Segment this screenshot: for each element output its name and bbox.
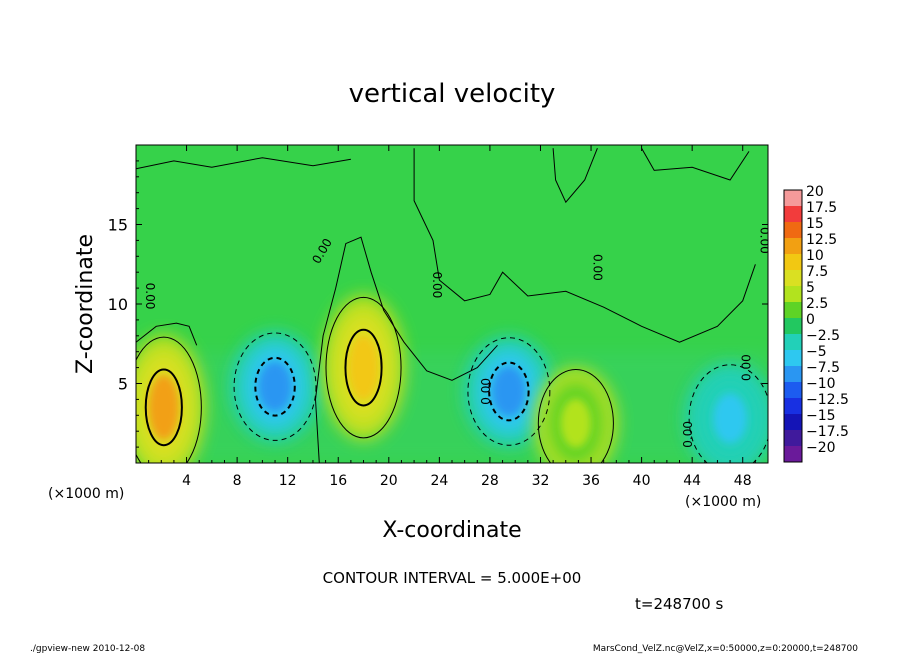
- colorbar-swatch: [784, 366, 802, 383]
- contour-line-strong: [344, 328, 383, 407]
- colorbar-swatch: [784, 238, 802, 255]
- y-tick-label: 10: [108, 295, 128, 314]
- contour-line: [537, 369, 614, 463]
- colorbar-label: −17.5: [806, 424, 849, 440]
- colorbar-swatch: [784, 190, 802, 207]
- colorbar-swatch: [784, 206, 802, 223]
- colorbar-label: −5: [806, 344, 827, 360]
- x-tick-label: 40: [633, 473, 651, 489]
- colorbar-label: −2.5: [806, 328, 840, 344]
- colorbar-label: 15: [806, 216, 824, 232]
- x-tick-label: 48: [734, 473, 752, 489]
- low-level-tint: [136, 351, 768, 463]
- colorbar-label: 7.5: [806, 264, 828, 280]
- contour-value-label: 0.00: [143, 283, 157, 310]
- colorbar-label: 17.5: [806, 200, 837, 216]
- y-tick-label: 15: [108, 216, 128, 235]
- y-axis: 5 10 15: [108, 160, 768, 448]
- time-label: t=248700 s: [635, 595, 723, 613]
- colorbar: 2017.51512.5107.552.50−2.5−5−7.5−10−12.5…: [783, 184, 849, 463]
- x-tick-label: 24: [430, 473, 448, 489]
- x-tick-label: 16: [329, 473, 347, 489]
- colorbar-label: 20: [806, 184, 824, 200]
- zero-contour: [314, 236, 498, 463]
- feature-core: [713, 393, 747, 444]
- x-axis: 4 8 12 16 20 24 28 32 36 40 44 48: [148, 145, 756, 489]
- contour-value-label: 0.00: [739, 354, 753, 381]
- colorbar-swatch: [784, 350, 802, 367]
- zero-contour: [136, 157, 351, 170]
- colorbar-swatch: [784, 446, 802, 463]
- colorbar-label: 2.5: [806, 296, 828, 312]
- x-tick-label: 8: [233, 473, 242, 489]
- colorbar-swatch: [784, 254, 802, 271]
- contour-line: [136, 336, 202, 463]
- colorbar-swatch: [784, 334, 802, 351]
- contour-value-label: 0.00: [479, 378, 493, 405]
- colorbar-label: −20: [806, 440, 836, 456]
- colorbar-swatch: [784, 414, 802, 431]
- feature-core: [258, 361, 292, 412]
- feature-core: [492, 366, 526, 417]
- zero-contour: [641, 147, 750, 181]
- x-tick-label: 32: [532, 473, 550, 489]
- contour-line-strong: [144, 368, 183, 447]
- colorbar-label: −15: [806, 408, 836, 424]
- x-axis-label: X-coordinate: [382, 518, 521, 543]
- zero-contour: [552, 148, 598, 204]
- colorbar-swatch: [784, 222, 802, 239]
- colorbar-swatch: [784, 318, 802, 335]
- field-blobs: [136, 294, 768, 463]
- contour-line: [467, 337, 551, 446]
- feature-core: [148, 374, 180, 440]
- x-tick-label: 36: [582, 473, 600, 489]
- zero-contour: [413, 148, 756, 343]
- colorbar-swatch: [784, 270, 802, 287]
- y-tick-label: 5: [118, 375, 128, 394]
- footer-left: ./gpview-new 2010-12-08: [30, 644, 145, 654]
- colorbar-label: 12.5: [806, 232, 837, 248]
- x-tick-label: 4: [182, 473, 191, 489]
- colorbar-swatch: [784, 286, 802, 303]
- contour-lines: [136, 147, 768, 463]
- contour-line-strong: [488, 361, 530, 422]
- zero-contour: [136, 322, 198, 346]
- colorbar-label: 0: [806, 312, 815, 328]
- x-tick-label: 28: [481, 473, 499, 489]
- y-axis-label: Z-coordinate: [73, 234, 98, 374]
- footer-right: MarsCond_VelZ.nc@VelZ,x=0:50000,z=0:2000…: [593, 644, 858, 654]
- colorbar-swatch: [784, 398, 802, 415]
- y-axis-unit: (×1000 m): [685, 494, 761, 510]
- contour-line: [325, 296, 402, 439]
- colorbar-swatch: [784, 430, 802, 447]
- colorbar-label: 5: [806, 280, 815, 296]
- colorbar-label: −12.5: [806, 392, 849, 408]
- x-axis-unit: (×1000 m): [48, 486, 124, 502]
- x-tick-label: 44: [683, 473, 701, 489]
- colorbar-frame: [783, 189, 803, 463]
- feature-core: [348, 335, 379, 401]
- contour-line-strong: [254, 356, 296, 417]
- x-tick-label: 12: [279, 473, 297, 489]
- colorbar-swatch: [784, 302, 802, 319]
- colorbar-swatch: [784, 382, 802, 399]
- feature-core: [560, 398, 592, 449]
- x-tick-label: 20: [380, 473, 398, 489]
- plot-area: 0.000.000.000.000.000.000.000.00: [136, 145, 771, 463]
- colorbar-label: −7.5: [806, 360, 840, 376]
- chart-title: vertical velocity: [349, 79, 556, 109]
- contour-interval-text: CONTOUR INTERVAL = 5.000E+00: [323, 569, 582, 587]
- contour-labels: 0.000.000.000.000.000.000.000.00: [143, 227, 771, 448]
- contour-value-label: 0.00: [591, 254, 605, 281]
- contour-line: [233, 332, 317, 441]
- contour-value-label: 0.00: [430, 272, 444, 299]
- contour-value-label: 0.00: [757, 227, 771, 254]
- contour-value-label: 0.00: [681, 421, 695, 448]
- colorbar-label: 10: [806, 248, 824, 264]
- colorbar-label: −10: [806, 376, 836, 392]
